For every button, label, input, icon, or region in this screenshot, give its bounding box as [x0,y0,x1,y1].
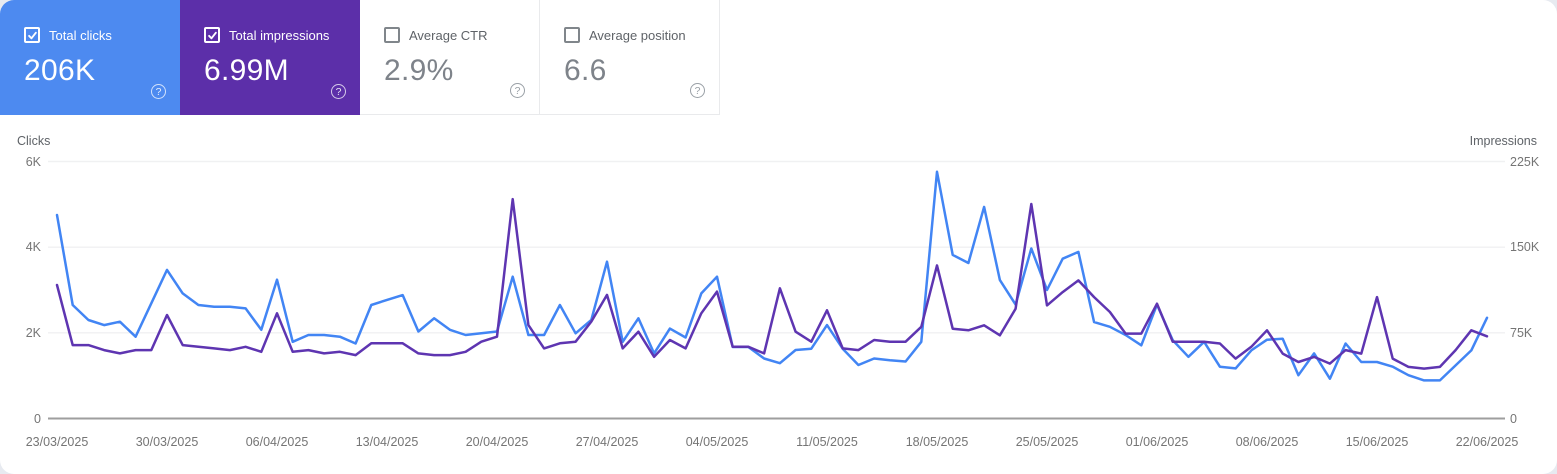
x-axis-label: 06/04/2025 [245,435,309,449]
total-impressions-line [55,197,1489,370]
checkbox-checked-icon[interactable] [24,27,40,43]
x-axis-label: 20/04/2025 [465,435,529,449]
left-axis-title: Clicks [17,134,51,148]
x-axis-label: 11/05/2025 [796,435,858,449]
x-axis-label: 27/04/2025 [575,435,639,449]
metric-card-average-position[interactable]: Average position 6.6 ? [540,0,720,115]
left-axis-tick: 2K [25,325,41,340]
metric-label: Average CTR [409,27,488,43]
left-axis-tick: 0 [34,411,41,426]
checkbox-checked-icon[interactable] [204,27,220,43]
x-axis-label: 30/03/2025 [135,435,199,449]
metric-card-total-impressions[interactable]: Total impressions 6.99M ? [180,0,360,115]
metric-cards-row: Total clicks 206K ? Total impressions 6.… [0,0,1557,115]
checkbox-unchecked-icon[interactable] [564,27,580,43]
left-axis-tick: 4K [25,240,41,255]
metric-card-header: Total clicks [24,27,180,43]
right-axis-title: Impressions [1469,134,1537,148]
help-icon[interactable]: ? [510,83,525,98]
metric-label: Average position [589,27,686,43]
metric-card-header: Average position [564,27,719,43]
right-axis-tick: 150K [1510,240,1540,255]
x-axis-label: 13/04/2025 [355,435,419,449]
total-clicks-line [55,170,1489,382]
metric-card-average-ctr[interactable]: Average CTR 2.9% ? [360,0,540,115]
x-axis-label: 18/05/2025 [905,435,969,449]
performance-chart[interactable]: Clicks Impressions 6K 4K 2K 0 225K 150K … [0,115,1557,474]
metric-value: 6.99M [204,54,289,87]
metric-card-total-clicks[interactable]: Total clicks 206K ? [0,0,180,115]
metric-value: 2.9% [384,54,454,87]
left-axis-tick: 6K [25,154,41,169]
help-icon[interactable]: ? [151,84,166,99]
right-axis-tick: 0 [1510,411,1517,426]
metric-value: 206K [24,54,96,87]
metric-label: Total impressions [229,27,330,43]
x-axis-label: 23/03/2025 [25,435,89,449]
help-icon[interactable]: ? [331,84,346,99]
checkbox-unchecked-icon[interactable] [384,27,400,43]
x-axis-label: 22/06/2025 [1455,435,1519,449]
x-axis-label: 08/06/2025 [1235,435,1299,449]
x-axis-label: 04/05/2025 [685,435,749,449]
x-axis-label: 15/06/2025 [1345,435,1409,449]
x-axis-label: 01/06/2025 [1125,435,1189,449]
right-axis-tick: 225K [1510,154,1540,169]
right-axis-tick: 75K [1510,325,1533,340]
x-axis-label: 25/05/2025 [1015,435,1079,449]
metric-label: Total clicks [49,27,112,43]
metric-card-header: Total impressions [204,27,360,43]
help-icon[interactable]: ? [690,83,705,98]
metric-value: 6.6 [564,54,607,87]
metric-card-header: Average CTR [384,27,539,43]
